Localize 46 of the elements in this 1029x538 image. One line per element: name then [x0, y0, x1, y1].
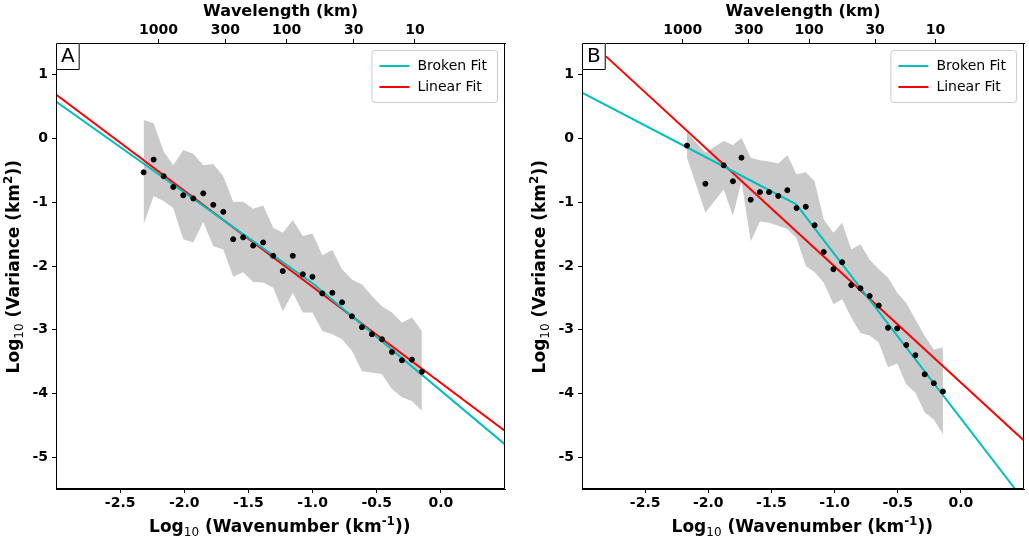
x-tick-label: -1.5	[233, 494, 264, 511]
annotation: B	[587, 43, 601, 68]
x2-tick-label: 1000	[138, 21, 179, 38]
y-tick-label: 1	[564, 65, 574, 82]
x2-tick-label: 300	[210, 21, 241, 38]
y-tick-label: -5	[558, 447, 574, 464]
y-tick-label: -4	[558, 384, 575, 401]
x-tick-label: -2.0	[692, 494, 724, 511]
y-tick-label: 1	[38, 65, 48, 82]
y-tick-label: 0	[564, 129, 575, 146]
x2-axis-title: Wavelength (km)	[725, 1, 881, 20]
y-tick-label: -1	[558, 192, 574, 209]
x2-axis-title: Wavelength (km)	[203, 1, 358, 20]
legend-label: Linear Fit	[936, 77, 1002, 94]
x-tick-label: -0.5	[882, 494, 914, 511]
x2-tick-label: 100	[794, 21, 824, 38]
x-tick-label: -1.0	[297, 494, 329, 511]
legend-label: Linear Fit	[417, 77, 483, 94]
y-tick-label: -3	[558, 320, 574, 337]
x-tick-label: -2.5	[104, 494, 136, 511]
y-tick-label: -2	[32, 256, 48, 273]
x-tick-label: -2.0	[168, 494, 200, 511]
x-tick-label: 0.0	[428, 494, 454, 511]
y-tick-label: 0	[38, 129, 49, 146]
x2-tick-label: 30	[344, 21, 364, 38]
y-tick-label: -2	[558, 256, 574, 273]
y-tick-label: -4	[32, 384, 49, 401]
legend-label: Broken Fit	[417, 56, 488, 73]
y-tick-label: -3	[32, 320, 48, 337]
y-axis-title: Log10 (Variance (km2))	[1, 160, 27, 374]
x-tick-label: 0.0	[948, 494, 974, 511]
x-tick-label: -2.5	[629, 494, 661, 511]
x-tick-label: -1.5	[756, 494, 787, 511]
x-tick-label: -1.0	[819, 494, 851, 511]
x2-tick-label: 100	[272, 21, 302, 38]
legend-label: Broken Fit	[936, 56, 1007, 73]
y-tick-label: -1	[32, 192, 48, 209]
x2-tick-label: 300	[734, 21, 764, 38]
annotation: A	[61, 43, 75, 68]
y-axis-title: Log10 (Variance (km2))	[527, 160, 553, 374]
y-tick-label: -5	[32, 447, 48, 464]
x2-tick-label: 1000	[663, 21, 703, 38]
x2-tick-label: 30	[865, 21, 886, 38]
x-tick-label: -0.5	[361, 494, 393, 511]
x2-tick-label: 10	[925, 21, 946, 38]
x2-tick-label: 10	[405, 21, 425, 38]
